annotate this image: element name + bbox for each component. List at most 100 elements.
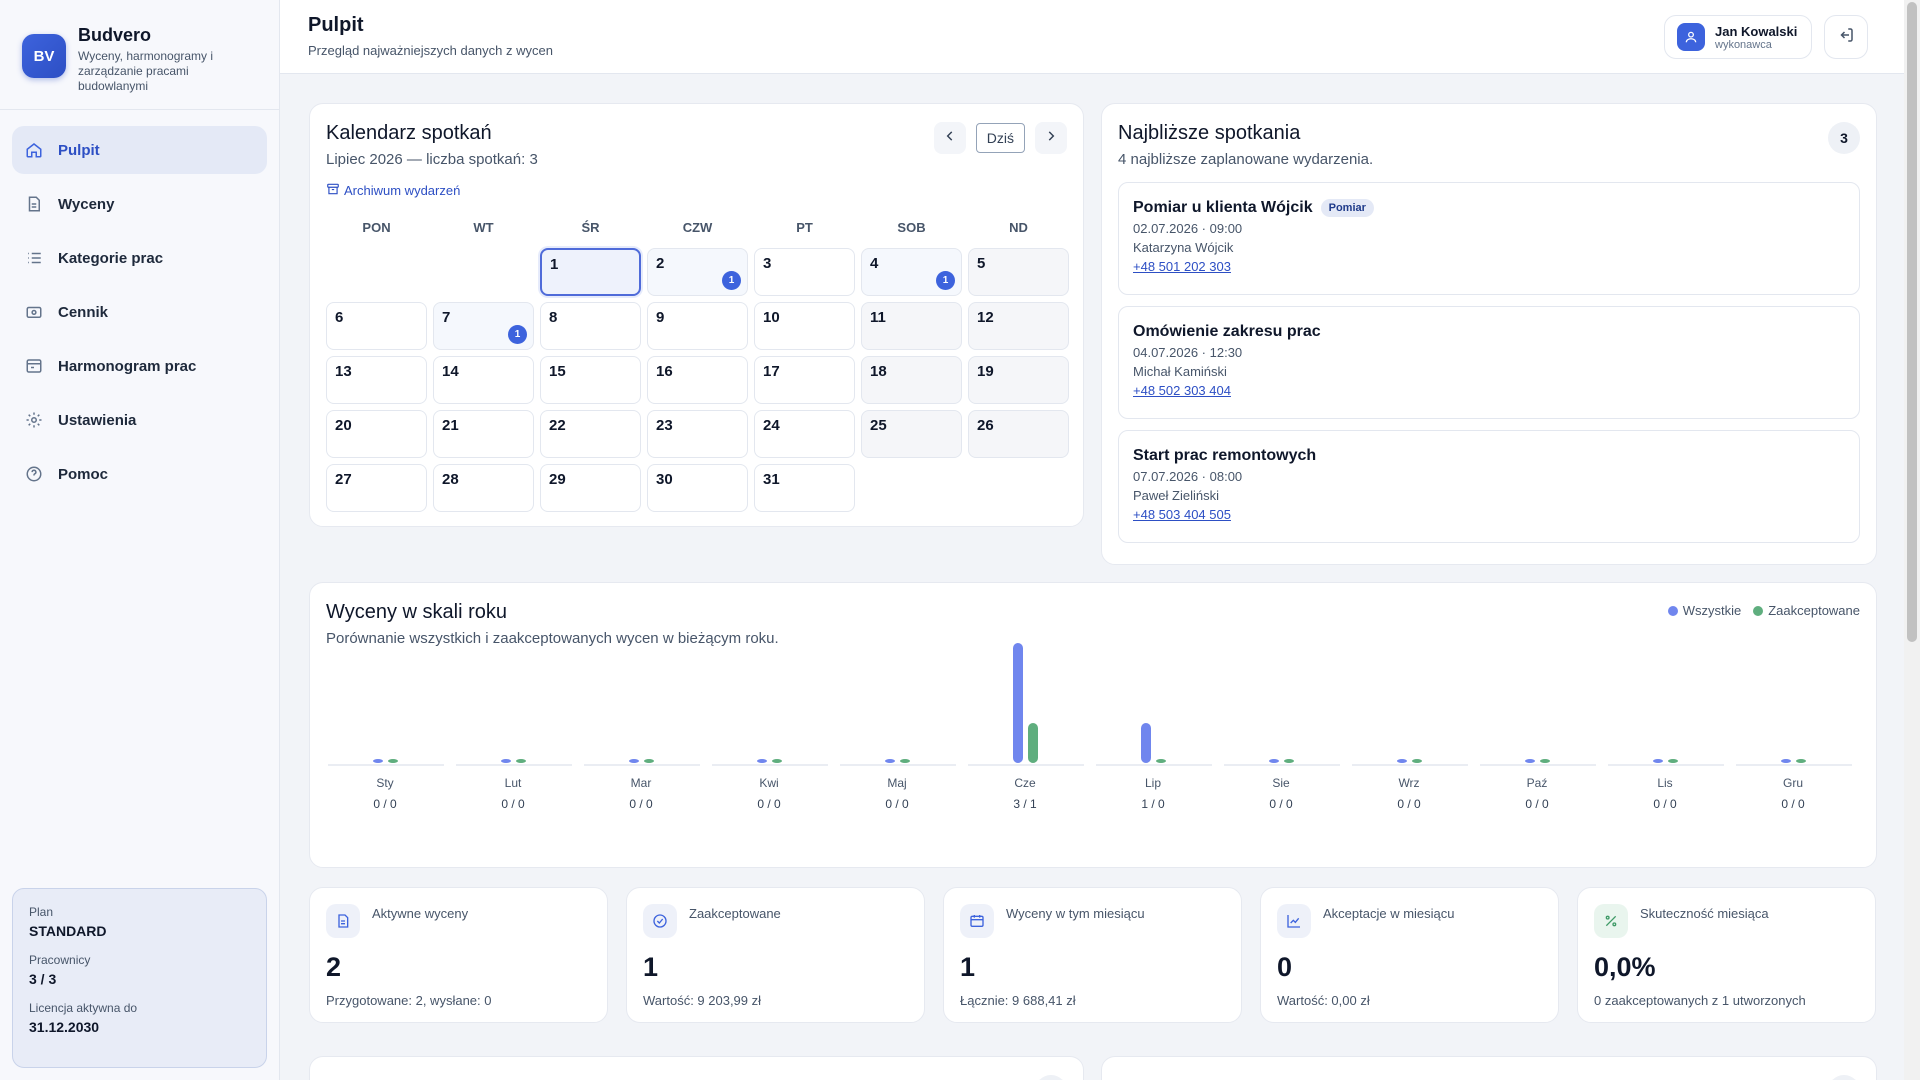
- sidebar-item-wyceny[interactable]: Wyceny: [12, 180, 267, 228]
- meeting-item[interactable]: Start prac remontowych 07.07.2026 · 08:0…: [1118, 430, 1860, 543]
- workers-label: Pracownicy: [29, 953, 91, 967]
- chart-bar[interactable]: [1141, 723, 1151, 763]
- scrollbar-thumb[interactable]: [1907, 2, 1917, 642]
- calendar-day[interactable]: 25: [861, 410, 962, 458]
- chart-bar[interactable]: [757, 759, 767, 763]
- calendar-day[interactable]: 14: [433, 356, 534, 404]
- today-button[interactable]: Dziś: [975, 123, 1025, 153]
- calendar-day[interactable]: 18: [861, 356, 962, 404]
- sidebar-item-label: Pomoc: [58, 465, 109, 483]
- plan-value: STANDARD: [29, 923, 107, 939]
- calendar-day[interactable]: 26: [968, 410, 1069, 458]
- bar-data-label: 0 / 0: [1653, 797, 1677, 811]
- logout-icon: [1837, 26, 1855, 49]
- check-circle-icon: [643, 904, 677, 938]
- calendar-day[interactable]: 27: [326, 464, 427, 512]
- chart-bar[interactable]: [1156, 759, 1166, 763]
- chart-bar[interactable]: [1668, 759, 1678, 763]
- chart-bar[interactable]: [1269, 759, 1279, 763]
- card-action-button[interactable]: [1828, 1075, 1860, 1080]
- calendar-day[interactable]: 17: [754, 356, 855, 404]
- calendar-day[interactable]: 31: [754, 464, 855, 512]
- calendar-day[interactable]: 15: [540, 356, 641, 404]
- calendar-day[interactable]: 11: [861, 302, 962, 350]
- calendar-day[interactable]: 22: [540, 410, 641, 458]
- calendar-day[interactable]: 21: [433, 410, 534, 458]
- day-number: 15: [549, 363, 566, 380]
- sidebar-item-pomoc[interactable]: Pomoc: [12, 450, 267, 498]
- chart-bar[interactable]: [1397, 759, 1407, 763]
- day-number: 13: [335, 363, 352, 380]
- license-label: Licencja aktywna do: [29, 1001, 138, 1015]
- x-tick-label: Gru: [1783, 776, 1803, 790]
- chart-bar[interactable]: [501, 759, 511, 763]
- calendar-empty-cell: [433, 248, 534, 296]
- weekday-header: ND: [1009, 220, 1028, 235]
- chart-bar[interactable]: [1653, 759, 1663, 763]
- calendar-day[interactable]: 28: [433, 464, 534, 512]
- day-number: 2: [656, 255, 665, 272]
- page-scrollbar[interactable]: [1904, 0, 1920, 1080]
- chart-bar[interactable]: [629, 759, 639, 763]
- calendar-day[interactable]: 9: [647, 302, 748, 350]
- next-month-button[interactable]: [1035, 122, 1067, 154]
- calendar-day[interactable]: 6: [326, 302, 427, 350]
- chart-bar[interactable]: [1540, 759, 1550, 763]
- chart-bar[interactable]: [388, 759, 398, 763]
- sidebar-item-harmonogram[interactable]: Harmonogram prac: [12, 342, 267, 390]
- sidebar-item-ustawienia[interactable]: Ustawienia: [12, 396, 267, 444]
- calendar-day[interactable]: 1: [540, 248, 641, 296]
- chart-bar[interactable]: [644, 759, 654, 763]
- meeting-item[interactable]: Pomiar u klienta Wójcik Pomiar 02.07.2026…: [1118, 182, 1860, 295]
- chart-bar[interactable]: [1412, 759, 1422, 763]
- meeting-phone-link[interactable]: +48 503 404 505: [1133, 507, 1231, 522]
- calendar-day[interactable]: 23: [647, 410, 748, 458]
- day-number: 6: [335, 309, 344, 326]
- app-logo[interactable]: BV: [22, 34, 66, 78]
- calendar-day[interactable]: 19: [968, 356, 1069, 404]
- calendar-day[interactable]: 13: [326, 356, 427, 404]
- card-action-button[interactable]: [1035, 1075, 1067, 1080]
- prev-month-button[interactable]: [933, 122, 966, 154]
- meeting-phone-link[interactable]: +48 501 202 303: [1133, 259, 1231, 274]
- meeting-phone-link[interactable]: +48 502 303 404: [1133, 383, 1231, 398]
- sidebar-item-cennik[interactable]: Cennik: [12, 288, 267, 336]
- chart-bar[interactable]: [1284, 759, 1294, 763]
- logout-button[interactable]: [1824, 15, 1868, 59]
- chart-bar[interactable]: [1796, 759, 1806, 763]
- calendar-day[interactable]: 8: [540, 302, 641, 350]
- sidebar-item-kategorie[interactable]: Kategorie prac: [12, 234, 267, 282]
- chart-bar[interactable]: [1781, 759, 1791, 763]
- calendar-day[interactable]: 10: [754, 302, 855, 350]
- calendar-day[interactable]: 29: [540, 464, 641, 512]
- calendar-day[interactable]: 24: [754, 410, 855, 458]
- calendar-day[interactable]: 30: [647, 464, 748, 512]
- sidebar-item-label: Cennik: [58, 303, 109, 321]
- sidebar-item-pulpit[interactable]: Pulpit: [12, 126, 267, 174]
- archive-link[interactable]: Archiwum wydarzeń: [326, 182, 1067, 199]
- event-count-badge: 1: [722, 271, 741, 290]
- chart-bar[interactable]: [885, 759, 895, 763]
- day-number: 21: [442, 417, 459, 434]
- chart-bar[interactable]: [516, 759, 526, 763]
- chart-bar[interactable]: [1525, 759, 1535, 763]
- day-number: 30: [656, 471, 673, 488]
- chart-bar[interactable]: [1028, 723, 1038, 763]
- day-number: 29: [549, 471, 566, 488]
- chart-bar[interactable]: [1013, 643, 1023, 763]
- calendar-day[interactable]: 12: [968, 302, 1069, 350]
- stat-card-active: Aktywne wyceny 2 Przygotowane: 2, wysłan…: [309, 887, 608, 1023]
- calendar-day[interactable]: 3: [754, 248, 855, 296]
- calendar-day[interactable]: 5: [968, 248, 1069, 296]
- chart-bar[interactable]: [772, 759, 782, 763]
- chart-bar[interactable]: [900, 759, 910, 763]
- bar-data-label: 0 / 0: [1397, 797, 1421, 811]
- chart-bar[interactable]: [373, 759, 383, 763]
- user-menu[interactable]: Jan Kowalski wykonawca: [1664, 15, 1812, 59]
- calendar-day[interactable]: 16: [647, 356, 748, 404]
- meeting-item[interactable]: Omówienie zakresu prac 04.07.2026 · 12:3…: [1118, 306, 1860, 419]
- calendar-day[interactable]: 20: [326, 410, 427, 458]
